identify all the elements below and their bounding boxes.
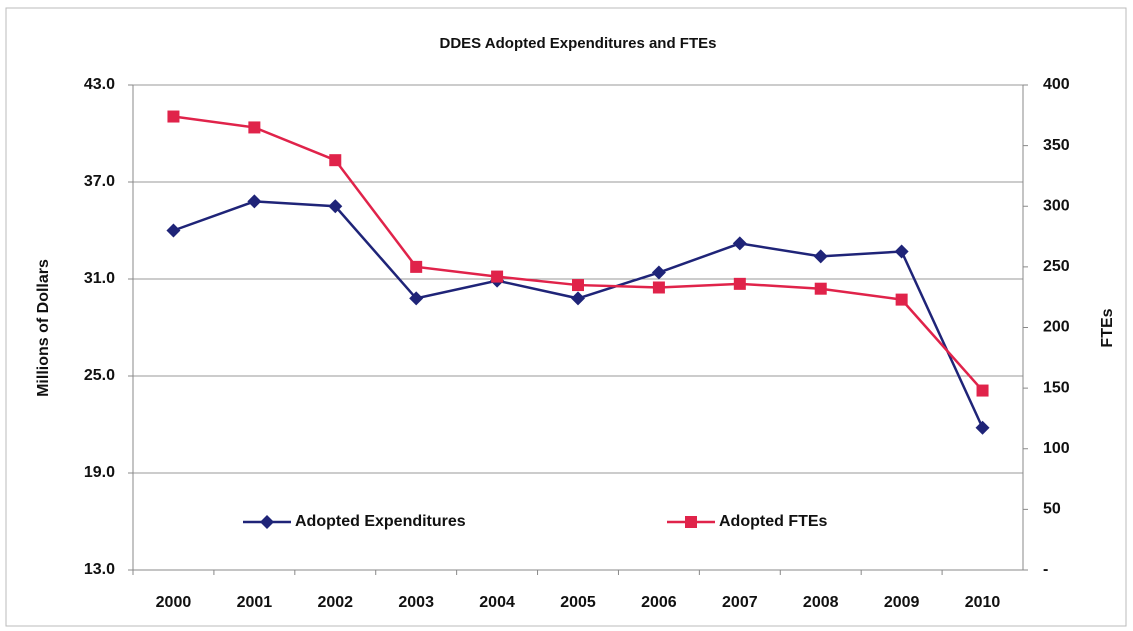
y2-tick-label: 250 [1043, 258, 1070, 275]
y-tick-label: 19.0 [84, 464, 115, 481]
y2-tick-label: 300 [1043, 197, 1070, 214]
legend-marker [260, 515, 274, 529]
y2-tick-label: 150 [1043, 379, 1070, 396]
data-point [248, 121, 261, 134]
data-point [976, 384, 989, 397]
y-axis-label: Millions of Dollars [35, 259, 52, 397]
data-point [329, 154, 342, 167]
data-point [651, 265, 666, 280]
data-point [894, 244, 909, 259]
x-tick-label: 2002 [317, 594, 353, 611]
data-point [733, 277, 746, 290]
data-point [571, 291, 585, 306]
data-point [572, 279, 584, 292]
y-tick-label: 37.0 [84, 173, 115, 190]
data-point [975, 420, 990, 435]
y2-tick-label: 400 [1043, 76, 1070, 93]
chart-title: DDES Adopted Expenditures and FTEs [440, 35, 717, 52]
data-point [167, 110, 180, 123]
x-tick-label: 2006 [641, 594, 677, 611]
y-tick-label: 13.0 [84, 561, 115, 578]
x-tick-label: 2004 [479, 594, 515, 611]
data-point [652, 281, 665, 294]
x-tick-label: 2001 [237, 594, 273, 611]
data-point [166, 223, 181, 238]
data-point [813, 249, 828, 264]
y2-tick-label: 50 [1043, 501, 1061, 518]
data-point [732, 236, 747, 251]
y-tick-label: 25.0 [84, 367, 115, 384]
y2-tick-label: 200 [1043, 319, 1070, 336]
x-tick-label: 2005 [560, 594, 596, 611]
y2-tick-label: 100 [1043, 440, 1070, 457]
data-point [410, 260, 423, 273]
legend-marker [685, 516, 697, 528]
x-tick-label: 2010 [965, 594, 1001, 611]
data-point [328, 199, 343, 214]
y2-tick-label: 350 [1043, 137, 1070, 154]
data-point [895, 293, 908, 306]
data-point [814, 282, 827, 295]
y-tick-label: 31.0 [84, 270, 115, 287]
data-point [491, 270, 504, 283]
y2-tick-label: - [1043, 561, 1048, 578]
legend-label: Adopted FTEs [719, 513, 828, 530]
chart-border [5, 7, 1127, 627]
x-tick-label: 2008 [803, 594, 839, 611]
y2-axis-label: FTEs [1099, 308, 1116, 347]
data-point [409, 291, 424, 306]
x-tick-label: 2000 [156, 594, 192, 611]
x-tick-label: 2007 [722, 594, 758, 611]
data-point [247, 194, 262, 209]
legend-label: Adopted Expenditures [295, 513, 466, 530]
x-tick-label: 2009 [884, 594, 920, 611]
x-tick-label: 2003 [398, 594, 434, 611]
y-tick-label: 43.0 [84, 76, 115, 93]
